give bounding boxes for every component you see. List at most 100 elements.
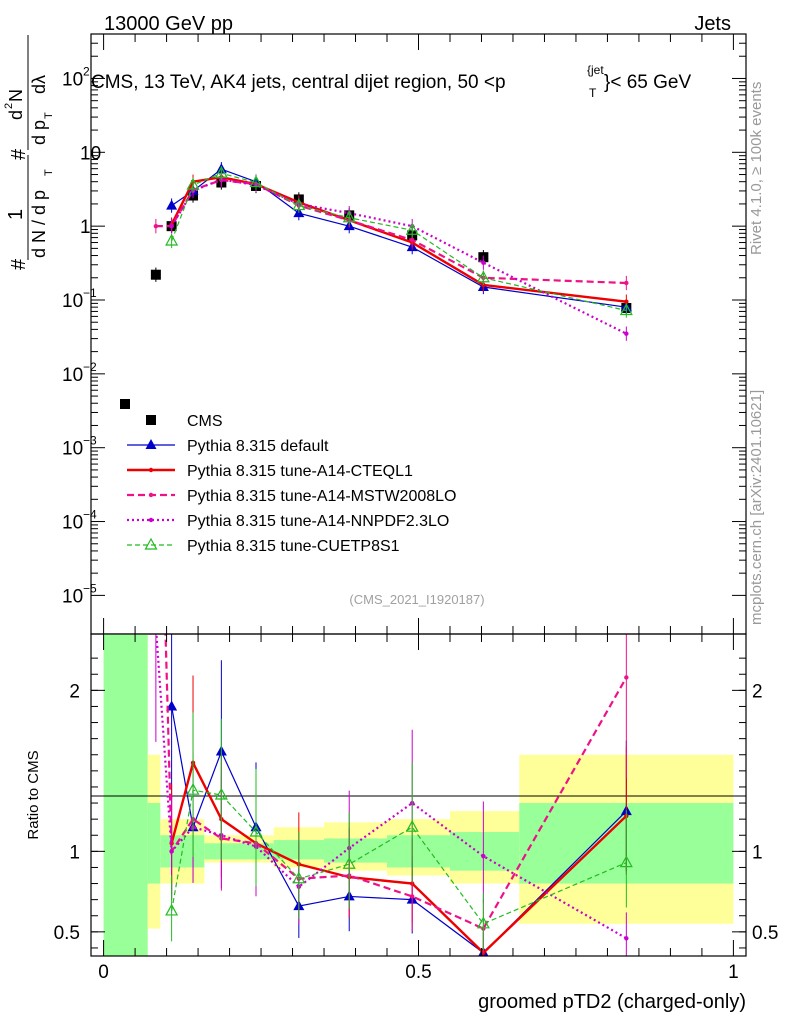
upper-series-layer: [150, 162, 633, 341]
data-point: [476, 270, 490, 283]
uncertainty-band-green: [147, 803, 161, 884]
legend-marker: [148, 467, 154, 473]
ratio-point: [154, 624, 158, 628]
ratio-point: [624, 936, 629, 941]
data-point: [249, 175, 263, 188]
legend-marker: [144, 537, 158, 550]
data-point: [214, 166, 228, 178]
ylabel-dN: d N / d p: [29, 190, 49, 258]
uncertainty-band-green: [449, 832, 520, 871]
data-point: [153, 223, 159, 229]
ratio-point: [624, 675, 629, 680]
x-tick-label: 0.5: [405, 962, 431, 983]
y-tick-exponent: 2: [83, 64, 90, 78]
ratio-line: [164, 634, 628, 931]
series-pythia-8-315-tune-a14-cteql1: [169, 170, 629, 309]
x-tick-label: 0: [98, 962, 109, 983]
legend-marker: [146, 415, 156, 425]
series-line: [171, 172, 627, 312]
upper-y-axis-label: # 1 d N / d p T # d 2 N d p T dλ: [3, 35, 55, 270]
ratio-point: [619, 855, 633, 868]
ratio-point: [405, 819, 419, 832]
series-line: [170, 178, 627, 335]
ratio-point: [166, 700, 178, 711]
x-axis-ticks: 0 0.5 1: [98, 34, 739, 983]
x-tick-label: 1: [728, 962, 739, 983]
series-pythia-8-315-tune-a14-mstw2008lo: [153, 172, 629, 291]
legend-marker: [148, 517, 154, 523]
ratio-point: [214, 787, 228, 800]
data-point: [405, 223, 419, 235]
plot-title-sup: {jet: [587, 63, 604, 77]
legend-label: Pythia 8.315 tune-A14-CTEQL1: [187, 463, 413, 480]
lower-series-layer: [154, 624, 633, 956]
y-tick-label: 10: [62, 69, 83, 90]
uncertainty-band-green: [324, 838, 388, 863]
y-tick-label: 10: [80, 143, 101, 164]
legend-item-pythia-8-315-tune-a14-mstw2008lo: Pythia 8.315 tune-A14-MSTW2008LO: [127, 488, 456, 505]
legend-cms-square-extra: [120, 399, 130, 409]
plot-title: CMS, 13 TeV, AK4 jets, central dijet reg…: [91, 63, 691, 100]
lower-y-axis-label: Ratio to CMS: [25, 750, 42, 839]
y-tick-label: 10: [62, 439, 83, 460]
data-point: [481, 260, 486, 265]
ylabel-exp2: 2: [3, 103, 15, 109]
ratio-y-tick-label-right: 1: [752, 842, 763, 863]
ratio-point: [410, 894, 415, 899]
plot-title-sub: T: [589, 86, 597, 100]
ylabel-hash1: #: [8, 258, 30, 270]
y-tick-exponent: −4: [83, 508, 97, 522]
y-tick-label: 10: [62, 291, 83, 312]
legend-label: Pythia 8.315 default: [187, 438, 329, 455]
data-point: [169, 223, 174, 229]
ratio-y-tick-label: 2: [69, 681, 80, 702]
legend-label: Pythia 8.315 tune-A14-NNPDF2.3LO: [187, 513, 449, 530]
data-point: [292, 198, 306, 211]
ylabel-one: 1: [5, 209, 27, 220]
data-point: [624, 331, 629, 336]
data-point: [624, 280, 629, 286]
legend-item-pythia-8-315-default: Pythia 8.315 default: [127, 438, 329, 455]
series-pythia-8-315-tune-cuetp8s1: [165, 166, 633, 318]
y-tick-exponent: −2: [83, 360, 97, 374]
data-point: [619, 303, 633, 316]
ylabel-T1: T: [43, 169, 55, 176]
data-point: [624, 299, 629, 304]
ratio-y-tick-label-right: 0.5: [752, 923, 778, 944]
ratio-point: [169, 849, 174, 854]
legend-marker: [148, 492, 154, 498]
mcplots-credit-label: mcplots.cern.ch [arXiv:2401.10621]: [748, 390, 765, 625]
rivet-version-label: Rivet 4.1.0, ≥ 100k events: [748, 82, 765, 255]
ratio-point: [249, 824, 263, 837]
ylabel-dlambda: dλ: [29, 75, 49, 94]
ratio-y-tick-label: 1: [69, 842, 80, 863]
legend-label: Pythia 8.315 tune-A14-MSTW2008LO: [187, 488, 456, 505]
data-point: [150, 269, 161, 280]
ratio-series-pythia-8-315-tune-cuetp8s1: [165, 712, 633, 951]
legend: CMS Pythia 8.315 default Pythia 8.315 tune…: [120, 399, 456, 555]
y-tick-label: 10: [62, 586, 83, 607]
data-point: [166, 199, 178, 210]
data-point: [410, 237, 415, 243]
y-tick-label: 10: [62, 513, 83, 534]
uncertainty-band-green: [103, 634, 148, 956]
ratio-point: [292, 871, 306, 884]
legend-label: CMS: [187, 413, 223, 430]
ylabel-hash2: #: [8, 148, 30, 160]
series-line: [155, 179, 627, 285]
ylabel-d2: d: [6, 110, 26, 120]
ylabel-T2: T: [43, 112, 55, 119]
data-point: [186, 177, 200, 190]
y-tick-exponent: −3: [83, 434, 97, 448]
y-tick-label: 10: [62, 365, 83, 386]
legend-item-pythia-8-315-tune-a14-cteql1: Pythia 8.315 tune-A14-CTEQL1: [127, 463, 413, 480]
legend-marker: [145, 439, 157, 449]
ratio-point: [165, 903, 179, 916]
ratio-point: [481, 853, 486, 859]
y-tick-exponent: −1: [83, 286, 97, 300]
ratio-y-tick-label-right: 2: [752, 681, 763, 702]
series-line: [170, 175, 627, 303]
legend-item-pythia-8-315-tune-a14-nnpdf2-3lo: Pythia 8.315 tune-A14-NNPDF2.3LO: [127, 513, 449, 530]
